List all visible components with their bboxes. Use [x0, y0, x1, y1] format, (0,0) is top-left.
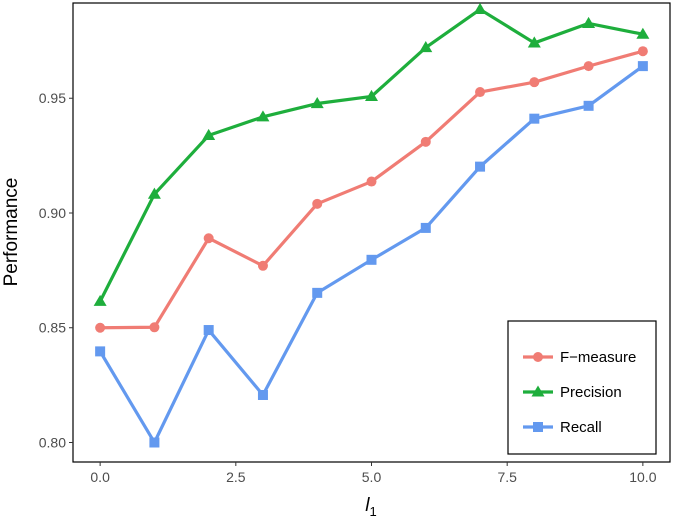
data-point-recall [203, 325, 214, 336]
x-tick-label: 0.0 [90, 469, 110, 485]
data-point-recall [257, 389, 268, 400]
x-tick-label: 2.5 [226, 469, 246, 485]
x-axis-title-main: l [365, 495, 370, 516]
data-point-precision [582, 16, 596, 28]
data-point-recall [529, 113, 540, 124]
data-point-fmeasure [583, 61, 594, 72]
data-point-precision [147, 187, 161, 199]
data-point-precision [310, 97, 324, 109]
data-point-fmeasure [529, 77, 540, 88]
series-recall [95, 61, 648, 448]
data-point-precision [202, 128, 216, 140]
series-fmeasure [95, 46, 648, 333]
data-point-recall [475, 161, 486, 172]
series-layer [93, 2, 650, 448]
data-point-precision [527, 36, 541, 48]
legend-label-fmeasure: F−measure [560, 349, 636, 366]
x-axis-title: l1 [365, 495, 376, 517]
data-point-recall [312, 287, 323, 298]
y-tick-label: 0.90 [39, 205, 66, 221]
data-point-fmeasure [366, 176, 377, 187]
legend-marker-fmeasure [533, 352, 543, 362]
data-point-recall [420, 222, 431, 233]
data-point-fmeasure [475, 87, 486, 98]
data-point-fmeasure [203, 233, 214, 244]
data-point-precision [93, 294, 107, 306]
data-point-fmeasure [95, 322, 106, 333]
data-point-recall [95, 346, 106, 357]
legend-marker-precision [531, 385, 545, 397]
data-point-precision [256, 110, 270, 122]
legend-marker-recall [533, 422, 543, 432]
data-point-recall [583, 100, 594, 111]
y-tick-label: 0.85 [39, 320, 66, 336]
data-point-recall [366, 254, 377, 265]
data-point-fmeasure [420, 136, 431, 147]
x-tick-label: 5.0 [362, 469, 382, 485]
series-precision [93, 2, 650, 306]
legend-label-precision: Precision [560, 384, 622, 401]
data-point-fmeasure [257, 260, 268, 271]
data-point-fmeasure [312, 198, 323, 209]
data-point-precision [636, 27, 650, 39]
data-point-recall [149, 437, 160, 448]
legend: F−measure Precision Recall [507, 320, 657, 455]
x-tick-label: 10.0 [629, 469, 656, 485]
data-point-fmeasure [637, 46, 648, 57]
data-point-precision [419, 41, 433, 53]
y-tick-label: 0.95 [39, 90, 66, 106]
y-tick-label: 0.80 [39, 434, 66, 450]
data-point-recall [637, 61, 648, 72]
legend-label-recall: Recall [560, 419, 602, 436]
y-axis-title: Performance [1, 178, 22, 287]
x-axis-title-subscript: 1 [370, 504, 377, 517]
x-tick-label: 7.5 [497, 469, 517, 485]
data-point-precision [473, 2, 487, 14]
data-point-precision [365, 89, 378, 101]
axes: 0.0 2.5 5.0 7.5 10.0 0.80 0.85 0.90 0.95 [39, 90, 657, 485]
legend-box [507, 320, 657, 455]
data-point-fmeasure [149, 322, 160, 333]
